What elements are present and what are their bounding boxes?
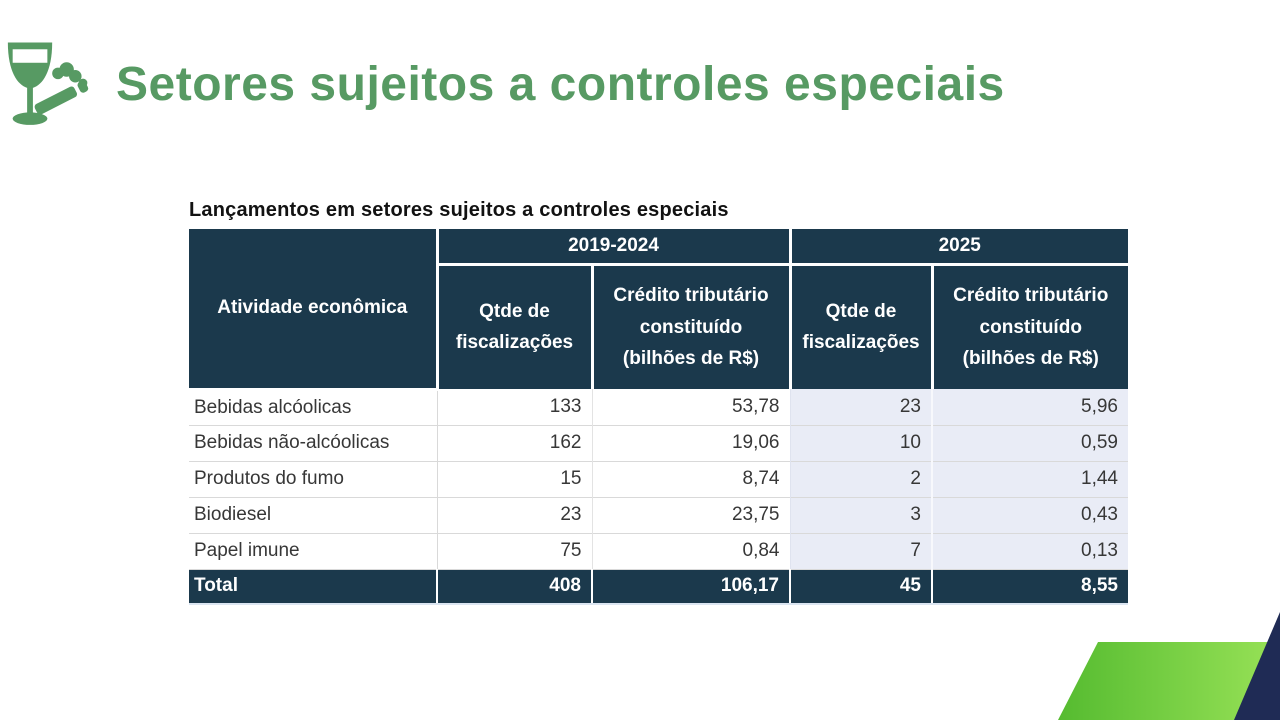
cell-qty-2019-2024: 15 bbox=[436, 460, 592, 497]
cell-activity: Bebidas alcóolicas bbox=[189, 389, 437, 425]
cell-qty-2025: 10 bbox=[789, 424, 932, 461]
cell-qty-2025: 7 bbox=[789, 532, 932, 569]
cell-qty-2025: 23 bbox=[789, 389, 932, 425]
cell-activity: Papel imune bbox=[189, 532, 437, 569]
cell-activity: Biodiesel bbox=[189, 496, 437, 533]
cell-activity: Bebidas não-alcóolicas bbox=[189, 424, 437, 461]
cell-qty-2025: 3 bbox=[789, 496, 932, 533]
cell-credit-2025: 0,43 bbox=[931, 496, 1128, 533]
column-header-activity: Atividade econômica bbox=[189, 229, 439, 391]
cell-credit-2025: 0,13 bbox=[931, 532, 1128, 569]
table-row: Papel imune 75 0,84 7 0,13 bbox=[189, 532, 1128, 569]
table-caption: Lançamentos em setores sujeitos a contro… bbox=[189, 199, 729, 221]
cell-credit-2025: 5,96 bbox=[931, 389, 1128, 425]
cell-credit-2025: 1,44 bbox=[931, 460, 1128, 497]
cell-qty-2019-2024: 133 bbox=[436, 389, 592, 425]
table-row: Biodiesel 23 23,75 3 0,43 bbox=[189, 496, 1128, 533]
cell-qty-2019-2024: 23 bbox=[436, 496, 592, 533]
cell-credit-2019-2024: 19,06 bbox=[591, 424, 790, 461]
table-area: Lançamentos em setores sujeitos a contro… bbox=[189, 199, 1129, 605]
table-total-row: Total 408 106,17 45 8,55 bbox=[189, 568, 1128, 605]
cell-qty-2019-2024: 162 bbox=[436, 424, 592, 461]
cell-total-credit-2019-2024: 106,17 bbox=[591, 568, 790, 605]
cell-qty-2025: 2 bbox=[789, 460, 932, 497]
cell-total-qty-2019-2024: 408 bbox=[436, 568, 592, 605]
group-header-2025: 2025 bbox=[788, 229, 1128, 266]
table-header-measures: Qtde de fiscalizações Crédito tributário… bbox=[189, 264, 1128, 389]
cell-credit-2019-2024: 23,75 bbox=[591, 496, 790, 533]
column-header-credit-2019-2024: Crédito tributário constituído (bilhões … bbox=[590, 264, 790, 389]
table-row: Produtos do fumo 15 8,74 2 1,44 bbox=[189, 460, 1128, 497]
cell-total-credit-2025: 8,55 bbox=[931, 568, 1128, 605]
cell-total-label: Total bbox=[189, 568, 437, 605]
controls-table: Atividade econômica 2019-2024 2025 Qtde … bbox=[189, 229, 1128, 605]
column-header-qty-2019-2024: Qtde de fiscalizações bbox=[437, 264, 592, 389]
column-header-qty-2025: Qtde de fiscalizações bbox=[788, 264, 932, 389]
cell-credit-2019-2024: 8,74 bbox=[591, 460, 790, 497]
column-header-credit-2025: Crédito tributário constituído (bilhões … bbox=[930, 264, 1128, 389]
corner-decoration bbox=[1058, 612, 1280, 720]
cell-credit-2019-2024: 0,84 bbox=[591, 532, 790, 569]
cell-total-qty-2025: 45 bbox=[789, 568, 932, 605]
slide-title: Setores sujeitos a controles especiais bbox=[116, 58, 1005, 111]
wine-glass-cigarette-icon bbox=[4, 34, 110, 132]
table-row: Bebidas alcóolicas 133 53,78 23 5,96 bbox=[189, 389, 1128, 425]
group-header-2019-2024: 2019-2024 bbox=[437, 229, 790, 266]
cell-credit-2025: 0,59 bbox=[931, 424, 1128, 461]
cell-credit-2019-2024: 53,78 bbox=[591, 389, 790, 425]
cell-activity: Produtos do fumo bbox=[189, 460, 437, 497]
table-row: Bebidas não-alcóolicas 162 19,06 10 0,59 bbox=[189, 424, 1128, 461]
table-header-years: Atividade econômica 2019-2024 2025 bbox=[189, 229, 1128, 391]
cell-qty-2019-2024: 75 bbox=[436, 532, 592, 569]
